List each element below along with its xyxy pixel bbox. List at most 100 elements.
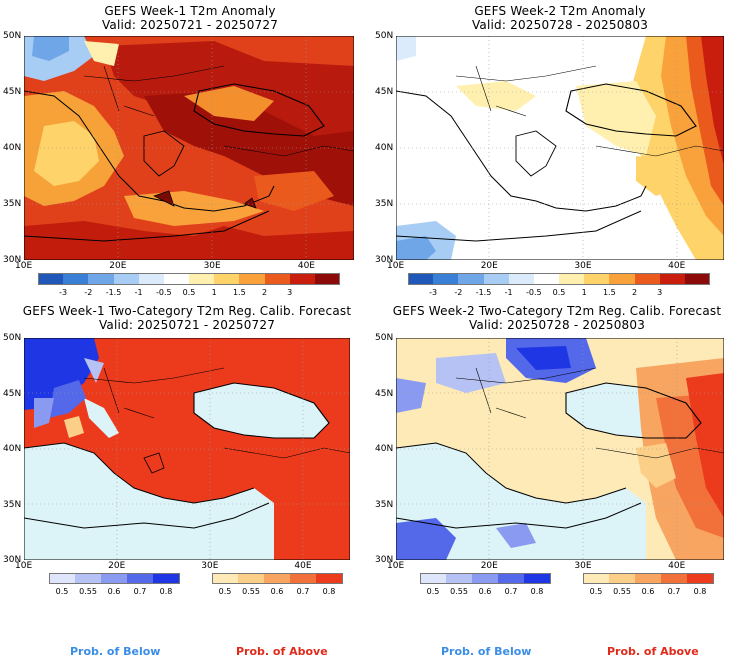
lat-tick-label: 50N [375, 333, 394, 343]
colorbar-swatch [635, 573, 662, 584]
panel-title-week1-anomaly: GEFS Week-1 T2m Anomaly Valid: 20250721 … [5, 4, 375, 32]
lat-tick-label: 35N [375, 199, 394, 209]
colorbar-swatch [533, 273, 560, 285]
lon-tick-label: 40E [668, 261, 686, 271]
colorbar-label: 0.7 [504, 587, 518, 596]
lat-tick-label: 50N [3, 31, 22, 41]
colorbar-swatch [75, 573, 102, 584]
lat-tick-label: 35N [3, 199, 22, 209]
title-line1: GEFS Week-1 T2m Anomaly [104, 4, 276, 18]
prob-above-colorbar-week2: 0.5 0.55 0.6 0.7 0.8 [583, 573, 714, 596]
colorbar-swatch [314, 273, 341, 285]
colorbar-label: 0.55 [450, 587, 468, 596]
colorbar-label: -1.5 [475, 288, 492, 297]
colorbar-swatch [113, 273, 140, 285]
colorbar-label: -0.5 [156, 288, 172, 297]
colorbar-label: 1.5 [602, 288, 616, 297]
colorbar-swatch [433, 273, 459, 285]
colorbar-swatch [609, 573, 636, 584]
lon-tick-label: 20E [480, 561, 498, 571]
colorbar-swatch [289, 273, 316, 285]
colorbar-swatch [483, 273, 510, 285]
colorbar-swatch [583, 573, 610, 584]
colorbar-swatch [264, 273, 291, 285]
title-line1: GEFS Week-1 Two-Category T2m Reg. Calib.… [22, 304, 352, 318]
colorbar-label: 0.5 [182, 288, 196, 297]
panel-title-week2-anomaly: GEFS Week-2 T2m Anomaly Valid: 20250728 … [375, 4, 740, 32]
colorbar-label: 0.6 [270, 587, 284, 596]
anomaly-colorbar-week2: -3 -2 -1.5 -1 -0.5 0.5 1 1.5 2 3 [408, 273, 711, 297]
lat-tick-label: 40N [375, 143, 394, 153]
lat-tick-label: 40N [3, 444, 22, 454]
lat-tick-label: 45N [3, 87, 22, 97]
colorbar-swatch [238, 573, 265, 584]
prob-above-colorbar-week1: 0.5 0.55 0.6 0.7 0.8 [212, 573, 343, 596]
lon-tick-label: 30E [201, 561, 219, 571]
lat-tick-label: 30N [3, 555, 22, 565]
title-line1: GEFS Week-2 Two-Category T2m Reg. Calib.… [392, 304, 722, 318]
lon-tick-label: 20E [480, 261, 498, 271]
colorbar-label: -1 [134, 288, 143, 297]
lon-tick-label: 40E [294, 561, 312, 571]
colorbar-label: 0.8 [159, 587, 173, 596]
lat-tick-label: 45N [375, 87, 394, 97]
lon-tick-label: 10E [387, 561, 405, 571]
lon-tick-label: 10E [15, 561, 33, 571]
prob-below-colorbar-week2: 0.5 0.55 0.6 0.7 0.8 [420, 573, 551, 596]
prob-above-caption-left: Prob. of Above [236, 645, 328, 658]
map-week2-anomaly [396, 36, 724, 260]
colorbar-label: 0.5 [55, 587, 69, 596]
colorbar-swatch [88, 273, 114, 285]
colorbar-swatch [63, 273, 89, 285]
colorbar-swatch [661, 573, 688, 584]
panel-title-week2-prob: GEFS Week-2 Two-Category T2m Reg. Calib.… [372, 304, 740, 332]
colorbar-label: 3 [287, 288, 293, 297]
colorbar-swatch [38, 273, 64, 285]
prob-below-caption-right: Prob. of Below [441, 645, 532, 658]
colorbar-label: -2 [454, 288, 463, 297]
colorbar-swatch [559, 273, 585, 285]
colorbar-label: -2 [84, 288, 93, 297]
colorbar-label: 2 [261, 288, 268, 297]
colorbar-label: 0.7 [667, 587, 681, 596]
map-week2-prob [396, 338, 724, 560]
lat-tick-label: 45N [3, 388, 22, 399]
colorbar-label: 3 [657, 288, 663, 297]
title-line2: Valid: 20250721 - 20250727 [98, 318, 276, 332]
colorbar-label: 0.6 [478, 587, 492, 596]
lat-tick-label: 40N [375, 444, 394, 454]
prob-below-colorbar-week1: 0.5 0.55 0.6 0.7 0.8 [49, 573, 180, 596]
lat-tick-label: 50N [3, 333, 22, 343]
colorbar-swatch [264, 573, 291, 584]
colorbar-swatch [212, 573, 239, 584]
colorbar-swatch [239, 273, 265, 285]
colorbar-label: 2 [631, 288, 638, 297]
lat-tick-label: 35N [3, 499, 22, 510]
colorbar-label: 1 [581, 288, 587, 297]
lat-tick-label: 30N [3, 255, 22, 265]
panel-title-week1-prob: GEFS Week-1 Two-Category T2m Reg. Calib.… [2, 304, 372, 332]
colorbar-label: 1 [211, 288, 217, 297]
lon-tick-label: 10E [387, 261, 405, 271]
colorbar-label: 0.6 [107, 587, 121, 596]
title-line2: Valid: 20250728 - 20250803 [471, 18, 649, 32]
prob-above-caption-right: Prob. of Above [607, 645, 699, 658]
colorbar-swatch [153, 573, 180, 584]
lon-tick-label: 20E [109, 261, 127, 271]
colorbar-label: 0.5 [218, 587, 232, 596]
colorbar-swatch [49, 573, 76, 584]
colorbar-label: 0.55 [79, 587, 97, 596]
colorbar-label: -0.5 [526, 288, 542, 297]
lat-tick-label: 50N [375, 31, 394, 41]
colorbar-swatch [472, 573, 499, 584]
lat-tick-label: 35N [375, 499, 394, 510]
colorbar-swatch [290, 573, 317, 584]
colorbar-label: -3 [429, 288, 438, 297]
colorbar-swatch [659, 273, 686, 285]
lon-tick-label: 20E [108, 561, 126, 571]
prob-below-caption-left: Prob. of Below [70, 645, 161, 658]
colorbar-label: 0.5 [552, 288, 566, 297]
title-line2: Valid: 20250728 - 20250803 [468, 318, 646, 332]
colorbar-label: 0.8 [693, 587, 707, 596]
colorbar-label: -1 [504, 288, 513, 297]
